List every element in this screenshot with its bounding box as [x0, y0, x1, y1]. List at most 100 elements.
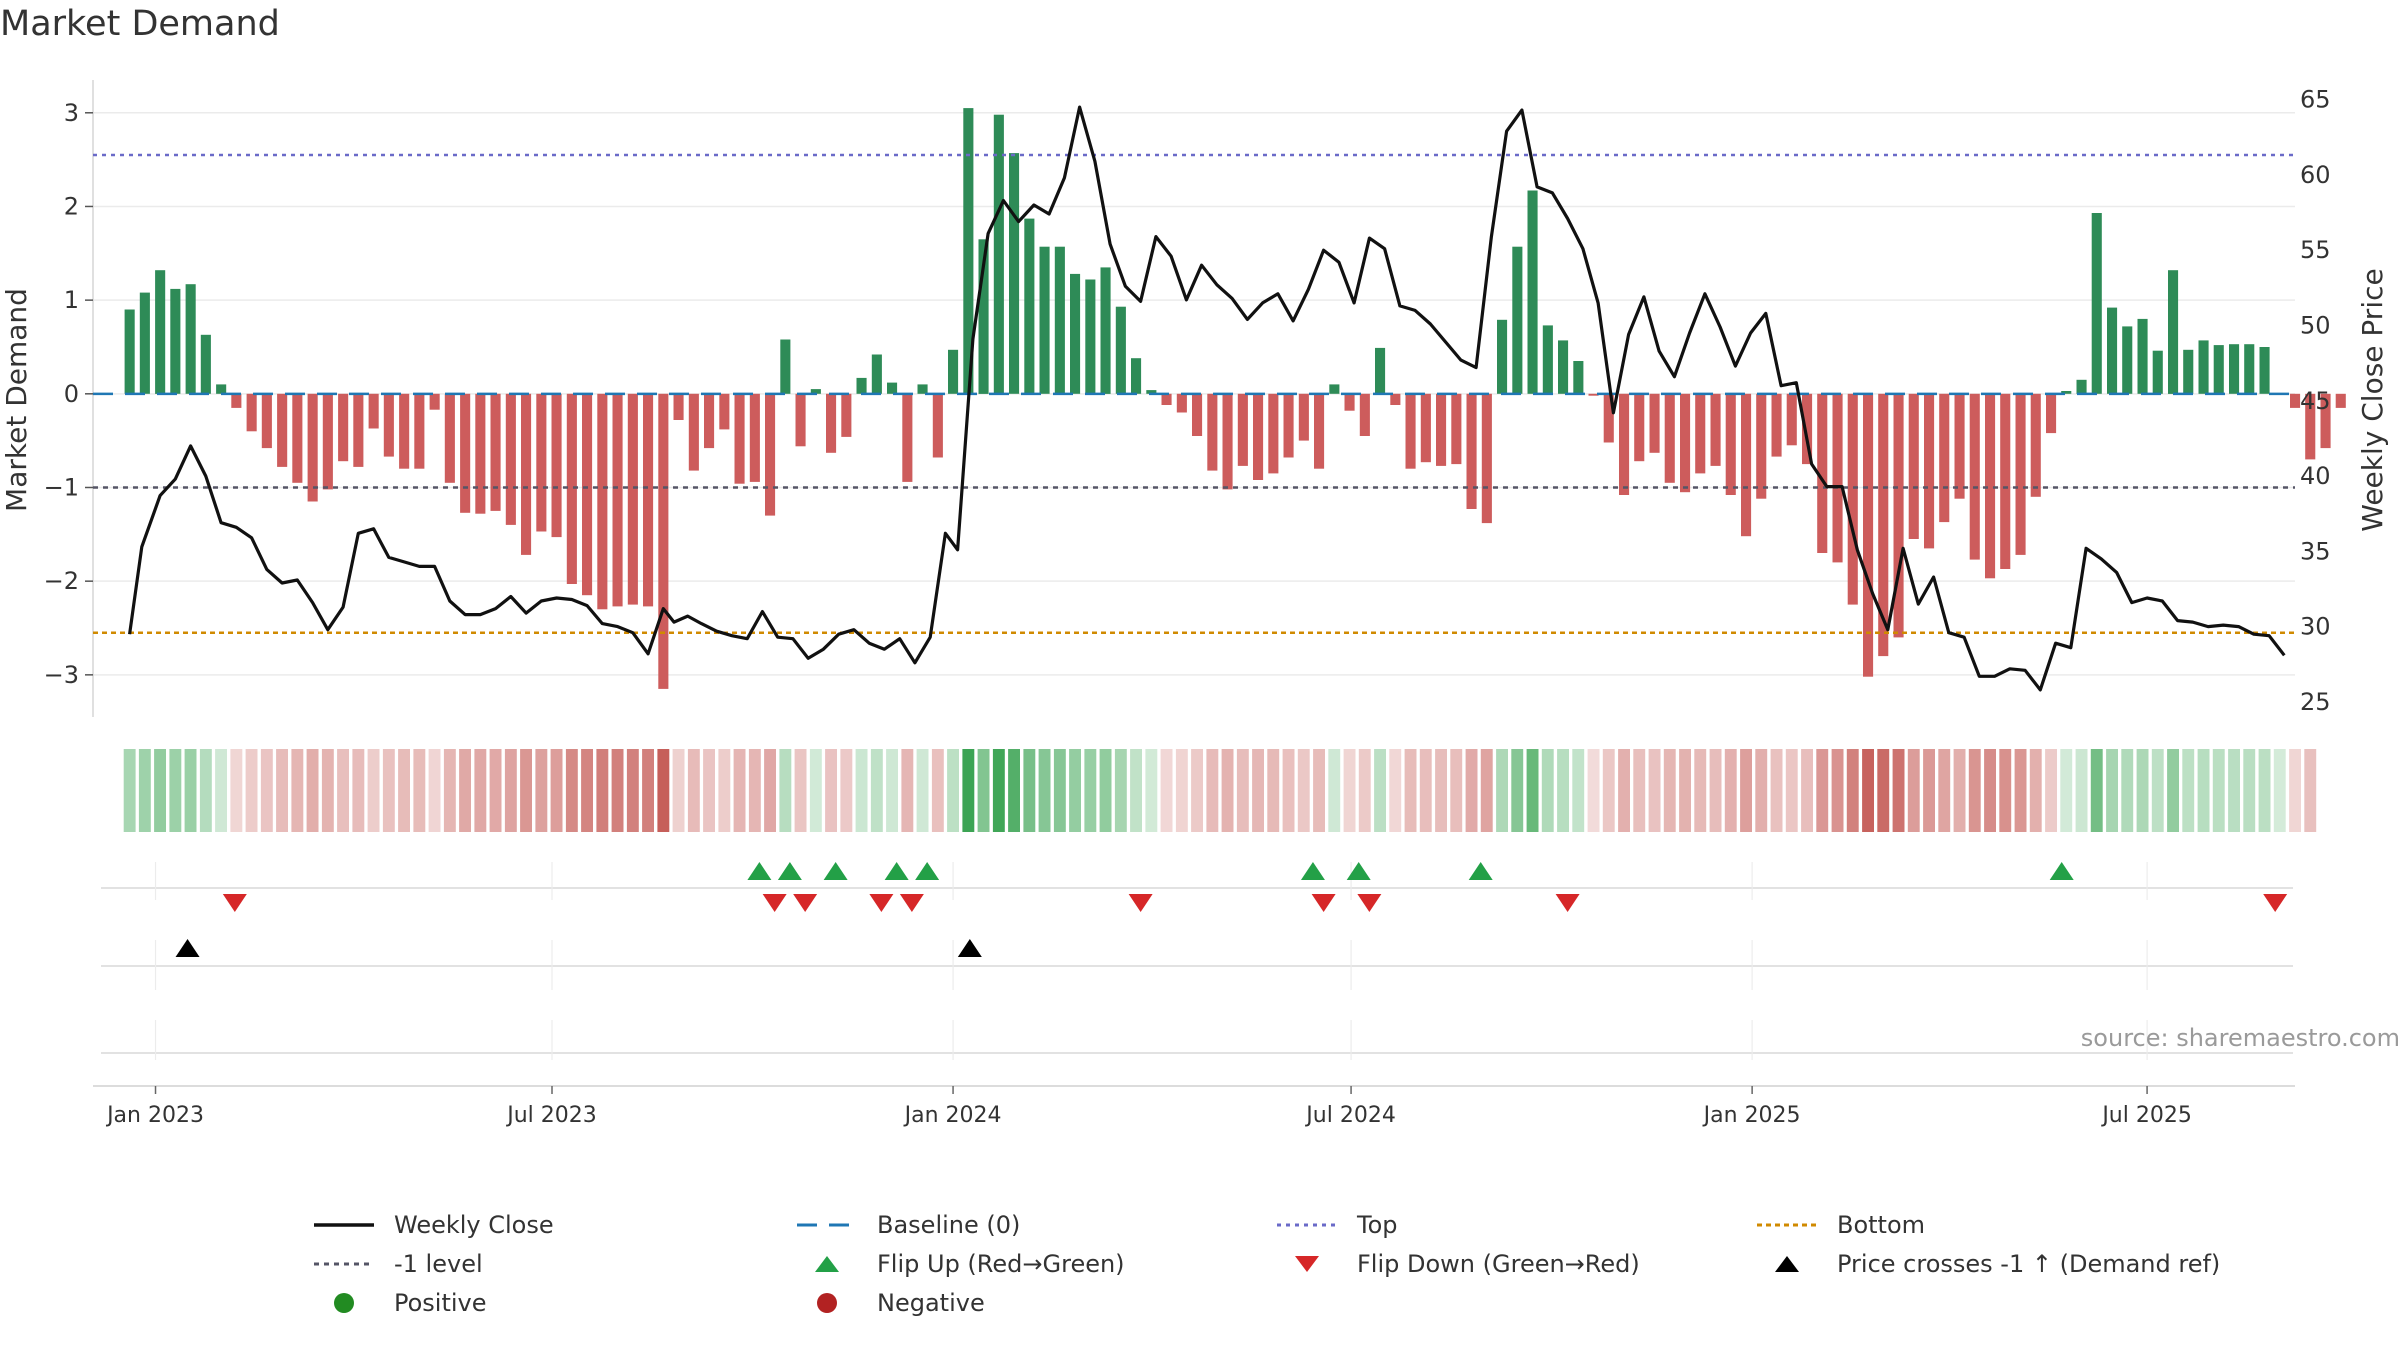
left-tick-label: 3 — [64, 99, 79, 127]
demand-bar — [719, 393, 730, 430]
strip-cell — [611, 749, 624, 832]
legend-swatch — [1277, 1223, 1337, 1227]
right-tick-label: 30 — [2300, 613, 2331, 641]
demand-bar — [1710, 393, 1721, 466]
demand-bar — [887, 382, 898, 394]
strip-cell — [1953, 749, 1966, 832]
strip-cell — [1282, 749, 1295, 832]
demand-bar — [1664, 393, 1675, 483]
demand-bar — [734, 393, 745, 484]
demand-bar — [2137, 318, 2148, 394]
x-tick-label: Jul 2025 — [2100, 1103, 2192, 1128]
demand-bar — [1634, 393, 1645, 462]
demand-bar — [261, 393, 272, 449]
strip-cell — [474, 749, 487, 832]
x-tick-label: Jan 2023 — [105, 1103, 204, 1128]
strip-cell — [1297, 749, 1310, 832]
strip-cell — [2289, 749, 2301, 832]
strip-cell — [1160, 749, 1173, 832]
demand-bar — [1680, 393, 1691, 493]
strip-cell — [2167, 749, 2179, 832]
strip-cell — [748, 749, 761, 832]
strip-cell — [2258, 749, 2271, 832]
demand-bar — [1390, 393, 1401, 405]
left-axis-ticks: 3 2 1 0 −1 −2 −3 — [44, 99, 93, 689]
demand-bar — [1253, 393, 1264, 480]
strip-cell — [520, 749, 532, 832]
strip-cell — [977, 749, 990, 832]
demand-bar — [1222, 393, 1233, 490]
legend-swatch — [1775, 1256, 1799, 1272]
legend-swatch — [314, 1223, 374, 1227]
strip-cell — [1328, 749, 1341, 832]
strip-cell — [840, 749, 853, 832]
demand-bar — [246, 393, 257, 432]
demand-bar — [1207, 393, 1218, 471]
strip-cell — [901, 749, 914, 832]
strip-cell — [1191, 749, 1203, 832]
legend-swatch — [334, 1293, 354, 1313]
legend-label: Negative — [877, 1289, 985, 1317]
price-cross-marker — [957, 939, 982, 957]
demand-bar — [1054, 246, 1065, 394]
right-tick-label: 45 — [2300, 387, 2331, 415]
demand-bar — [1603, 393, 1614, 443]
strip-cell — [1984, 749, 1996, 832]
left-tick-label: −2 — [44, 567, 79, 595]
demand-bar — [841, 393, 852, 437]
right-tick-label: 65 — [2300, 86, 2331, 114]
right-axis-ticks: 65 60 55 50 45 40 35 30 25 — [2300, 86, 2331, 716]
x-tick-label: Jul 2023 — [505, 1103, 597, 1128]
strip-cell — [1862, 749, 1874, 832]
strip-cell — [2197, 749, 2210, 832]
demand-bar — [658, 393, 669, 689]
strip-cell — [1907, 749, 1920, 832]
legend-item-price-cross: Price crosses -1 ↑ (Demand ref) — [1755, 1249, 2220, 1279]
demand-bar — [810, 389, 821, 394]
demand-bar — [2061, 391, 2072, 394]
legend-item-positive: Positive — [312, 1288, 487, 1318]
demand-bar — [704, 393, 715, 449]
legend-item-minus-one: -1 level — [312, 1249, 483, 1279]
demand-bar — [627, 393, 638, 605]
strip-cell — [138, 749, 151, 832]
strip-cell — [672, 749, 685, 832]
flip-up-marker — [1346, 862, 1371, 880]
strip-cell — [916, 749, 929, 832]
strip-cell — [199, 749, 212, 832]
strip-cell — [2151, 749, 2164, 832]
demand-bar — [978, 239, 989, 394]
strip-cell — [382, 749, 395, 832]
demand-bar — [1619, 393, 1630, 495]
demand-bar — [1070, 273, 1081, 394]
strip-cell — [733, 749, 746, 832]
demand-bar — [139, 292, 150, 394]
strip-cell — [1465, 749, 1478, 832]
demand-bar — [1039, 246, 1050, 394]
strip-cell — [1038, 749, 1051, 832]
strip-cell — [1587, 749, 1600, 832]
demand-bar — [2000, 393, 2011, 569]
strip-cell — [1618, 749, 1630, 832]
flip-up-marker — [1468, 862, 1493, 880]
demand-bar — [1969, 393, 1980, 560]
demand-bar — [612, 393, 623, 607]
strip-cell — [1450, 749, 1463, 832]
strip-cell — [443, 749, 456, 832]
legend-label: Positive — [394, 1289, 487, 1317]
strip-cell — [1892, 749, 1905, 832]
left-tick-label: −3 — [44, 661, 79, 689]
strip-cell — [1801, 749, 1813, 832]
strip-cell — [1648, 749, 1661, 832]
demand-bar — [216, 384, 227, 394]
flip-down-marker — [222, 894, 247, 912]
demand-bar — [1771, 393, 1782, 457]
demand-bar — [673, 393, 684, 420]
demand-bars — [124, 108, 2346, 689]
strip-cell — [2090, 749, 2103, 832]
right-tick-label: 55 — [2300, 236, 2331, 264]
strip-cell — [291, 749, 304, 832]
legend-swatch — [314, 1262, 374, 1266]
flip-down-marker — [793, 894, 818, 912]
